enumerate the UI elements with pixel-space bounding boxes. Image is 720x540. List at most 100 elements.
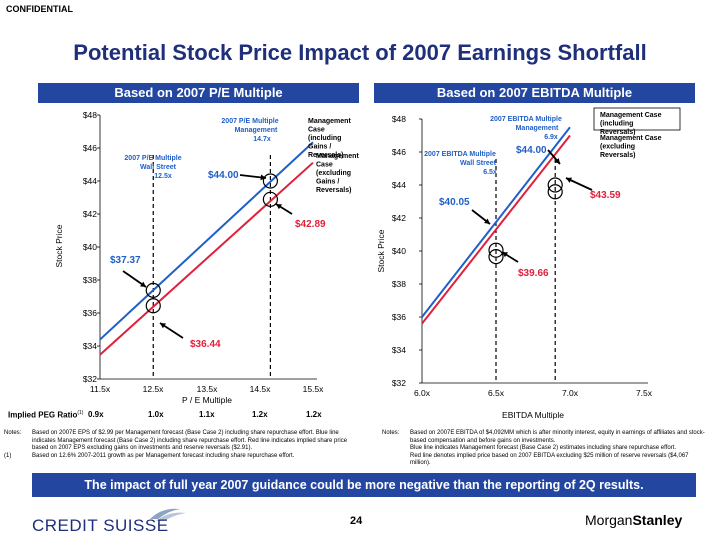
arrow-head-icon (554, 158, 560, 164)
point-label-blue-ws: $40.05 (439, 197, 470, 208)
y-tick-label: $32 (392, 378, 406, 388)
y-axis-title: Stock Price (376, 229, 386, 272)
wall-street-pe-label: Wall Street (140, 164, 177, 171)
x-tick-label: 12.5x (143, 384, 165, 394)
y-tick-label: $48 (392, 114, 406, 124)
y-tick-label: $46 (392, 147, 406, 157)
note-text: Based on 2007E EBITDA of $4,092MM which … (410, 430, 705, 444)
management-ebitda-label: 2007 EBITDA Multiple (490, 116, 562, 123)
y-tick-label: $40 (83, 242, 97, 252)
x-tick-label: 14.5x (250, 384, 272, 394)
x-tick-label: 15.5x (303, 384, 325, 394)
page-title: Potential Stock Price Impact of 2007 Ear… (73, 40, 647, 65)
y-tick-label: $42 (83, 209, 97, 219)
y-tick-label: $44 (392, 180, 406, 190)
y-tick-label: $48 (83, 110, 97, 120)
note-key (382, 453, 410, 468)
note-key: Notes: (382, 430, 400, 436)
wall-street-ebitda-value: 6.5x (483, 169, 497, 176)
wall-street-pe-label: 2007 P/E Multiple (124, 155, 181, 162)
point-marker (547, 177, 563, 193)
point-label-red-mgmt: $42.89 (295, 219, 326, 230)
series-line (421, 126, 571, 318)
note-key: (1) (4, 452, 12, 459)
y-tick-label: $38 (83, 275, 97, 285)
page-number: 24 (350, 515, 363, 527)
note-text: Based on 12.6% 2007-2011 growth as per M… (32, 452, 295, 459)
note-key: Notes: (4, 430, 22, 436)
y-tick-label: $34 (83, 341, 97, 351)
y-tick-label: $34 (392, 345, 406, 355)
morgan-stanley-logo: MorganStanley (585, 512, 682, 528)
arrow-head-icon (502, 252, 508, 258)
point-marker (547, 184, 563, 200)
legend-red-series: Management Case (excluding Reversals) (600, 135, 662, 159)
conclusion-banner: The impact of full year 2007 guidance co… (32, 473, 696, 497)
series-line (421, 134, 571, 325)
point-label-blue-mgmt: $44.00 (208, 170, 239, 181)
arrow-head-icon (566, 177, 572, 183)
peg-value: 0.9x (88, 410, 104, 419)
legend-blue-series: Management Case (including Gains / Reversals… (308, 118, 351, 159)
point-label-red-ws: $36.44 (190, 339, 221, 350)
confidential-label: CONFIDENTIAL (6, 4, 73, 14)
point-marker (488, 249, 504, 265)
management-ebitda-label: Management (516, 125, 559, 132)
wall-street-pe-value: 12.5x (154, 173, 172, 180)
peg-value: 1.1x (199, 410, 215, 419)
x-tick-label: 6.0x (414, 388, 431, 398)
y-tick-label: $36 (392, 312, 406, 322)
y-tick-label: $38 (392, 279, 406, 289)
x-tick-label: 11.5x (90, 384, 111, 394)
logo-part: Morgan (585, 512, 633, 528)
notes-left: Notes: Based on 2007E EPS of $2.99 per Ma… (4, 430, 364, 460)
pe-multiple-chart: $48 $46 $44 $42 $40 $38 $36 $34 $32 11.5… (54, 110, 359, 405)
legend-box (593, 107, 681, 131)
arrow-head-icon (160, 323, 166, 329)
point-label-red-mgmt: $43.59 (590, 190, 621, 201)
x-axis-title: P / E Multiple (182, 395, 232, 405)
y-tick-label: $36 (83, 308, 97, 318)
arrow-head-icon (260, 174, 266, 181)
point-label-blue-ws: $37.37 (110, 255, 141, 266)
x-tick-label: 7.0x (562, 388, 579, 398)
peg-label: Implied PEG Ratio(1) (8, 410, 84, 420)
management-pe-label: 2007 P/E Multiple (221, 118, 278, 125)
y-tick-label: $44 (83, 176, 97, 186)
x-axis-title: EBITDA Multiple (502, 410, 564, 420)
arrow-head-icon (276, 204, 282, 210)
note-text: Blue line indicates Management forecast … (410, 445, 677, 451)
arrow-head-icon (140, 281, 146, 287)
wall-street-ebitda-label: 2007 EBITDA Multiple (424, 151, 496, 158)
note-text: Based on 2007E EPS of $2.99 per Manageme… (32, 430, 348, 451)
credit-suisse-wordmark: CREDIT SUISSE (32, 516, 169, 535)
y-tick-label: $42 (392, 213, 406, 223)
series-line (99, 141, 314, 341)
implied-peg-row: Implied PEG Ratio(1) 0.9x 1.0x 1.1x 1.2x… (4, 409, 364, 423)
header-pe-multiple: Based on 2007 P/E Multiple (38, 83, 359, 103)
point-marker (488, 242, 504, 258)
management-pe-label: Management (235, 127, 278, 134)
legend-blue-series: Management Case (including Reversals) (600, 112, 662, 136)
arrow-head-icon (484, 218, 490, 224)
point-marker (262, 191, 278, 207)
point-marker (145, 298, 161, 314)
peg-value: 1.2x (306, 410, 322, 419)
point-marker (262, 173, 278, 189)
point-marker (145, 282, 161, 298)
ebitda-multiple-chart: $48 $46 $44 $42 $40 $38 $36 $34 $32 6.0x… (376, 107, 681, 420)
y-axis-title: Stock Price (54, 224, 64, 267)
note-text: Red line denotes implied price based on … (410, 452, 689, 467)
management-ebitda-value: 6.9x (544, 134, 558, 141)
legend-red-series: Management Case (excluding Gains / Reversals… (316, 153, 359, 194)
y-tick-label: $46 (83, 143, 97, 153)
y-tick-label: $40 (392, 246, 406, 256)
x-tick-label: 6.5x (488, 388, 505, 398)
x-tick-label: 7.5x (636, 388, 653, 398)
x-tick-label: 13.5x (197, 384, 219, 394)
wall-street-ebitda-label: Wall Street (460, 160, 497, 167)
sails-icon (156, 512, 186, 521)
series-line (99, 161, 314, 356)
y-tick-label: $32 (83, 374, 97, 384)
logo-part: Stanley (632, 512, 683, 528)
